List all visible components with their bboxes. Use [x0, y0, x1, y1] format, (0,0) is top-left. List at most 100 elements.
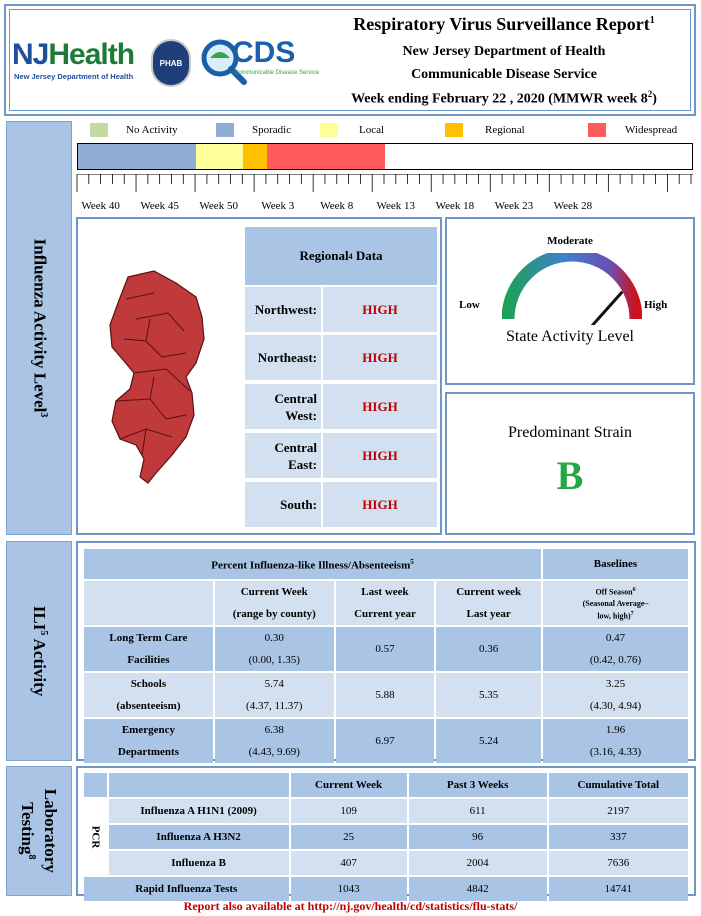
- activity-legend: No Activity Sporadic Local Regional Wide…: [76, 121, 696, 141]
- ili-header-row: Percent Influenza-like Illness/Absenteei…: [84, 549, 688, 579]
- ili-subheader-empty: [84, 581, 213, 625]
- logo-health-text: Health: [48, 38, 135, 71]
- timeline-week-label: Week 23: [495, 200, 534, 212]
- gauge-low-label: Low: [459, 299, 480, 311]
- region-row-central-east: Central East: HIGH: [245, 433, 437, 478]
- ili-main-header: Percent Influenza-like Illness/Absenteei…: [84, 549, 541, 579]
- legend-label-no-activity: No Activity: [126, 124, 178, 136]
- nj-health-logo: NJHealth New Jersey Department of Health: [12, 39, 152, 87]
- timeline-segment-regional: [243, 144, 267, 169]
- predominant-strain-panel: Predominant Strain B: [445, 392, 695, 535]
- lab-col-cumulative: Cumulative Total: [548, 773, 688, 797]
- footer-link[interactable]: Report also available at http://nj.gov/h…: [183, 899, 518, 913]
- region-row-central-west: Central West: HIGH: [245, 384, 437, 429]
- region-level: HIGH: [323, 384, 437, 429]
- lab-test-name: Influenza A H3N2: [108, 825, 289, 849]
- regional-panel: Regional 4 Data Northwest: HIGH Northeast…: [76, 217, 442, 535]
- ili-row-schools: Schools (absenteeism) 5.74 (4.37, 11.37) 5…: [84, 673, 688, 717]
- regional-data-header: Regional 4 Data: [245, 227, 437, 285]
- influenza-activity-sidebar: Influenza Activity Level3: [6, 121, 72, 535]
- lab-test-name: Influenza B: [108, 851, 289, 875]
- activity-timeline: Week 40 Week 45 Week 50 Week 3 Week 8 Week 13…: [76, 143, 696, 215]
- lab-current-cell: 407: [290, 851, 407, 875]
- col-current-week: Current Week (range by county): [214, 581, 334, 625]
- lab-header-spacer: [84, 773, 107, 797]
- cds-logo-text: CDS: [232, 36, 296, 69]
- ili-last-year-cell: 5.35: [436, 673, 541, 717]
- region-level: HIGH: [323, 433, 437, 478]
- lab-past3-cell: 611: [408, 799, 547, 823]
- timeline-week-label: Week 45: [140, 200, 179, 212]
- phab-seal-icon: PHAB: [151, 39, 191, 87]
- timeline-segment-widespread: [266, 144, 385, 169]
- lab-row-h1n1: PCR Influenza A H1N1 (2009) 109 611 2197: [84, 799, 688, 875]
- pcr-label: PCR: [89, 825, 102, 849]
- col-last-week: Last week Current year: [335, 581, 435, 625]
- strain-value: B: [556, 453, 584, 498]
- lab-total-cell: 14741: [548, 877, 688, 901]
- cds-logo-subtitle: Communicable Disease Service: [234, 70, 320, 76]
- ili-activity-sidebar: ILI5 Activity: [6, 541, 72, 761]
- region-name: Northwest:: [245, 287, 321, 332]
- region-name: South:: [245, 482, 321, 527]
- cds-logo: CDS Communicable Disease Service: [198, 36, 319, 88]
- ili-row-label: Schools (absenteeism): [84, 673, 213, 717]
- ili-row-emergency: Emergency Departments 6.38 (4.43, 9.69) 6.…: [84, 719, 688, 763]
- timeline-week-label: Week 50: [199, 200, 238, 212]
- lab-current-cell: 109: [290, 799, 407, 823]
- legend-label-sporadic: Sporadic: [252, 124, 292, 136]
- ili-row-label: Long Term Care Facilities: [84, 627, 213, 671]
- lab-col-current-week: Current Week: [290, 773, 407, 797]
- activity-gauge: [502, 253, 642, 325]
- pcr-label-cell: PCR: [84, 799, 107, 875]
- lab-past3-cell: 96: [408, 825, 547, 849]
- ili-last-week-cell: 5.88: [335, 673, 435, 717]
- lab-testing-label: Laboratory Testing8: [18, 788, 60, 874]
- legend-label-regional: Regional: [485, 124, 525, 136]
- report-title: Respiratory Virus Surveillance Report1: [353, 14, 655, 34]
- lab-header-empty: [108, 773, 289, 797]
- lab-testing-sidebar: Laboratory Testing8: [6, 766, 72, 896]
- ili-current-cell: 0.30 (0.00, 1.35): [214, 627, 334, 671]
- lab-test-name: Rapid Influenza Tests: [84, 877, 289, 901]
- region-level: HIGH: [323, 287, 437, 332]
- region-level: HIGH: [323, 335, 437, 380]
- lab-total-cell: 2197: [548, 799, 688, 823]
- lab-total-cell: 337: [548, 825, 688, 849]
- ili-current-cell: 5.74 (4.37, 11.37): [214, 673, 334, 717]
- influenza-activity-label: Influenza Activity Level3: [30, 238, 50, 418]
- baselines-header: Baselines: [543, 549, 688, 579]
- new-jersey-map: [109, 270, 205, 484]
- lab-header-row: Current Week Past 3 Weeks Cumulative Tot…: [84, 773, 688, 797]
- region-row-northeast: Northeast: HIGH: [245, 335, 437, 380]
- department-name: New Jersey Department of Health: [402, 44, 606, 59]
- lab-row-rapid: Rapid Influenza Tests 1043 4842 14741: [84, 877, 688, 901]
- col-current-week-last-year: Current week Last year: [436, 581, 541, 625]
- week-ending-line: Week ending February 22 , 2020 (MMWR wee…: [351, 89, 657, 107]
- strain-title: Predominant Strain: [508, 424, 632, 441]
- legend-label-local: Local: [359, 124, 385, 136]
- lab-row-h3n2: Influenza A H3N2 25 96 337: [84, 825, 688, 849]
- ili-current-cell: 6.38 (4.43, 9.69): [214, 719, 334, 763]
- lab-col-past-3-weeks: Past 3 Weeks: [408, 773, 547, 797]
- logo-nj-subtitle: New Jersey Department of Health: [14, 72, 134, 81]
- legend-swatch-widespread: [588, 123, 606, 137]
- service-name: Communicable Disease Service: [411, 67, 597, 82]
- ili-baseline-cell: 3.25 (4.30, 4.94): [543, 673, 688, 717]
- lab-total-cell: 7636: [548, 851, 688, 875]
- ili-table: Percent Influenza-like Illness/Absenteei…: [82, 547, 690, 765]
- legend-swatch-no-activity: [90, 123, 108, 137]
- magnifier-icon: [201, 39, 247, 85]
- legend-swatch-regional: [445, 123, 463, 137]
- ili-panel: Percent Influenza-like Illness/Absenteei…: [76, 541, 696, 763]
- ili-row-label: Emergency Departments: [84, 719, 213, 763]
- phab-seal-text: PHAB: [159, 58, 183, 68]
- timeline-segment-local: [196, 144, 244, 169]
- gauge-high-label: High: [644, 299, 668, 311]
- header-text-block: Respiratory Virus Surveillance Report1 N…: [316, 12, 692, 112]
- lab-row-influenza-b: Influenza B 407 2004 7636: [84, 851, 688, 875]
- lab-past3-cell: 4842: [408, 877, 547, 901]
- header-inner-frame: [9, 9, 691, 111]
- region-level: HIGH: [323, 482, 437, 527]
- timeline-bar: [77, 143, 693, 170]
